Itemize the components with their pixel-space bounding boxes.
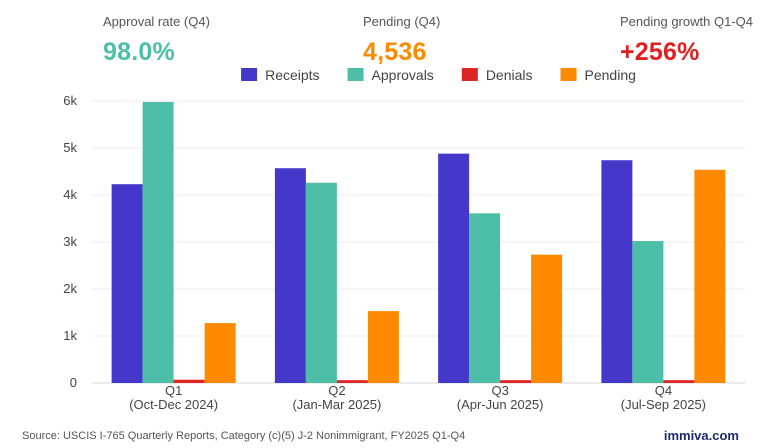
brand-link[interactable]: immiva.com bbox=[663, 428, 739, 443]
bar-receipts-q4 bbox=[601, 160, 633, 383]
bar-approvals-q1 bbox=[142, 101, 174, 383]
legend-label-pending: Pending bbox=[585, 67, 636, 83]
kpi-value: 4,536 bbox=[363, 38, 427, 66]
bar-approvals-q4 bbox=[632, 241, 664, 383]
kpi-label: Approval rate (Q4) bbox=[103, 14, 210, 29]
bar-denials-q2 bbox=[336, 380, 368, 383]
bar-denials-q3 bbox=[500, 380, 532, 383]
bar-pending-q3 bbox=[531, 254, 563, 383]
legend-swatch-approvals bbox=[347, 68, 364, 81]
bar-pending-q2 bbox=[367, 311, 399, 383]
x-tick-label: Q4 bbox=[655, 383, 672, 398]
x-tick-label: Q3 bbox=[491, 383, 508, 398]
x-tick-label: Q1 bbox=[165, 383, 182, 398]
kpi-label: Pending (Q4) bbox=[363, 14, 441, 29]
x-tick-sublabel: (Jul-Sep 2025) bbox=[621, 397, 706, 412]
legend-swatch-denials bbox=[461, 68, 478, 81]
bar-receipts-q2 bbox=[274, 168, 306, 383]
x-tick-sublabel: (Jan-Mar 2025) bbox=[292, 397, 381, 412]
x-tick-sublabel: (Apr-Jun 2025) bbox=[457, 397, 544, 412]
kpi-approval-rate: Approval rate (Q4) 98.0% bbox=[103, 14, 210, 67]
x-tick-label: Q2 bbox=[328, 383, 345, 398]
kpi-pending-growth: Pending growth Q1-Q4 +256% bbox=[620, 14, 753, 67]
y-tick-label: 5k bbox=[63, 140, 77, 155]
legend-label-denials: Denials bbox=[486, 67, 533, 83]
legend-swatch-receipts bbox=[241, 68, 258, 81]
bar-approvals-q3 bbox=[469, 213, 501, 383]
bar-receipts-q1 bbox=[111, 184, 143, 383]
kpi-label: Pending growth Q1-Q4 bbox=[620, 14, 753, 29]
legend-swatch-pending bbox=[560, 68, 577, 81]
bar-receipts-q3 bbox=[438, 153, 470, 383]
y-tick-label: 0 bbox=[70, 375, 77, 390]
y-tick-label: 2k bbox=[63, 281, 77, 296]
y-tick-label: 6k bbox=[63, 93, 77, 108]
kpi-value: +256% bbox=[620, 38, 700, 66]
x-tick-sublabel: (Oct-Dec 2024) bbox=[129, 397, 218, 412]
bar-pending-q1 bbox=[204, 323, 236, 383]
kpi-pending: Pending (Q4) 4,536 bbox=[363, 14, 440, 67]
y-tick-label: 1k bbox=[63, 328, 77, 343]
bar-denials-q1 bbox=[173, 379, 205, 383]
legend-label-receipts: Receipts bbox=[265, 67, 319, 83]
kpi-value: 98.0% bbox=[103, 38, 175, 66]
bar-approvals-q2 bbox=[305, 182, 337, 383]
source-note: Source: USCIS I-765 Quarterly Reports, C… bbox=[22, 430, 466, 442]
legend-label-approvals: Approvals bbox=[372, 67, 434, 83]
y-tick-label: 4k bbox=[63, 187, 77, 202]
y-tick-label: 3k bbox=[63, 234, 77, 249]
bar-pending-q4 bbox=[694, 169, 726, 383]
bar-denials-q4 bbox=[663, 380, 695, 383]
